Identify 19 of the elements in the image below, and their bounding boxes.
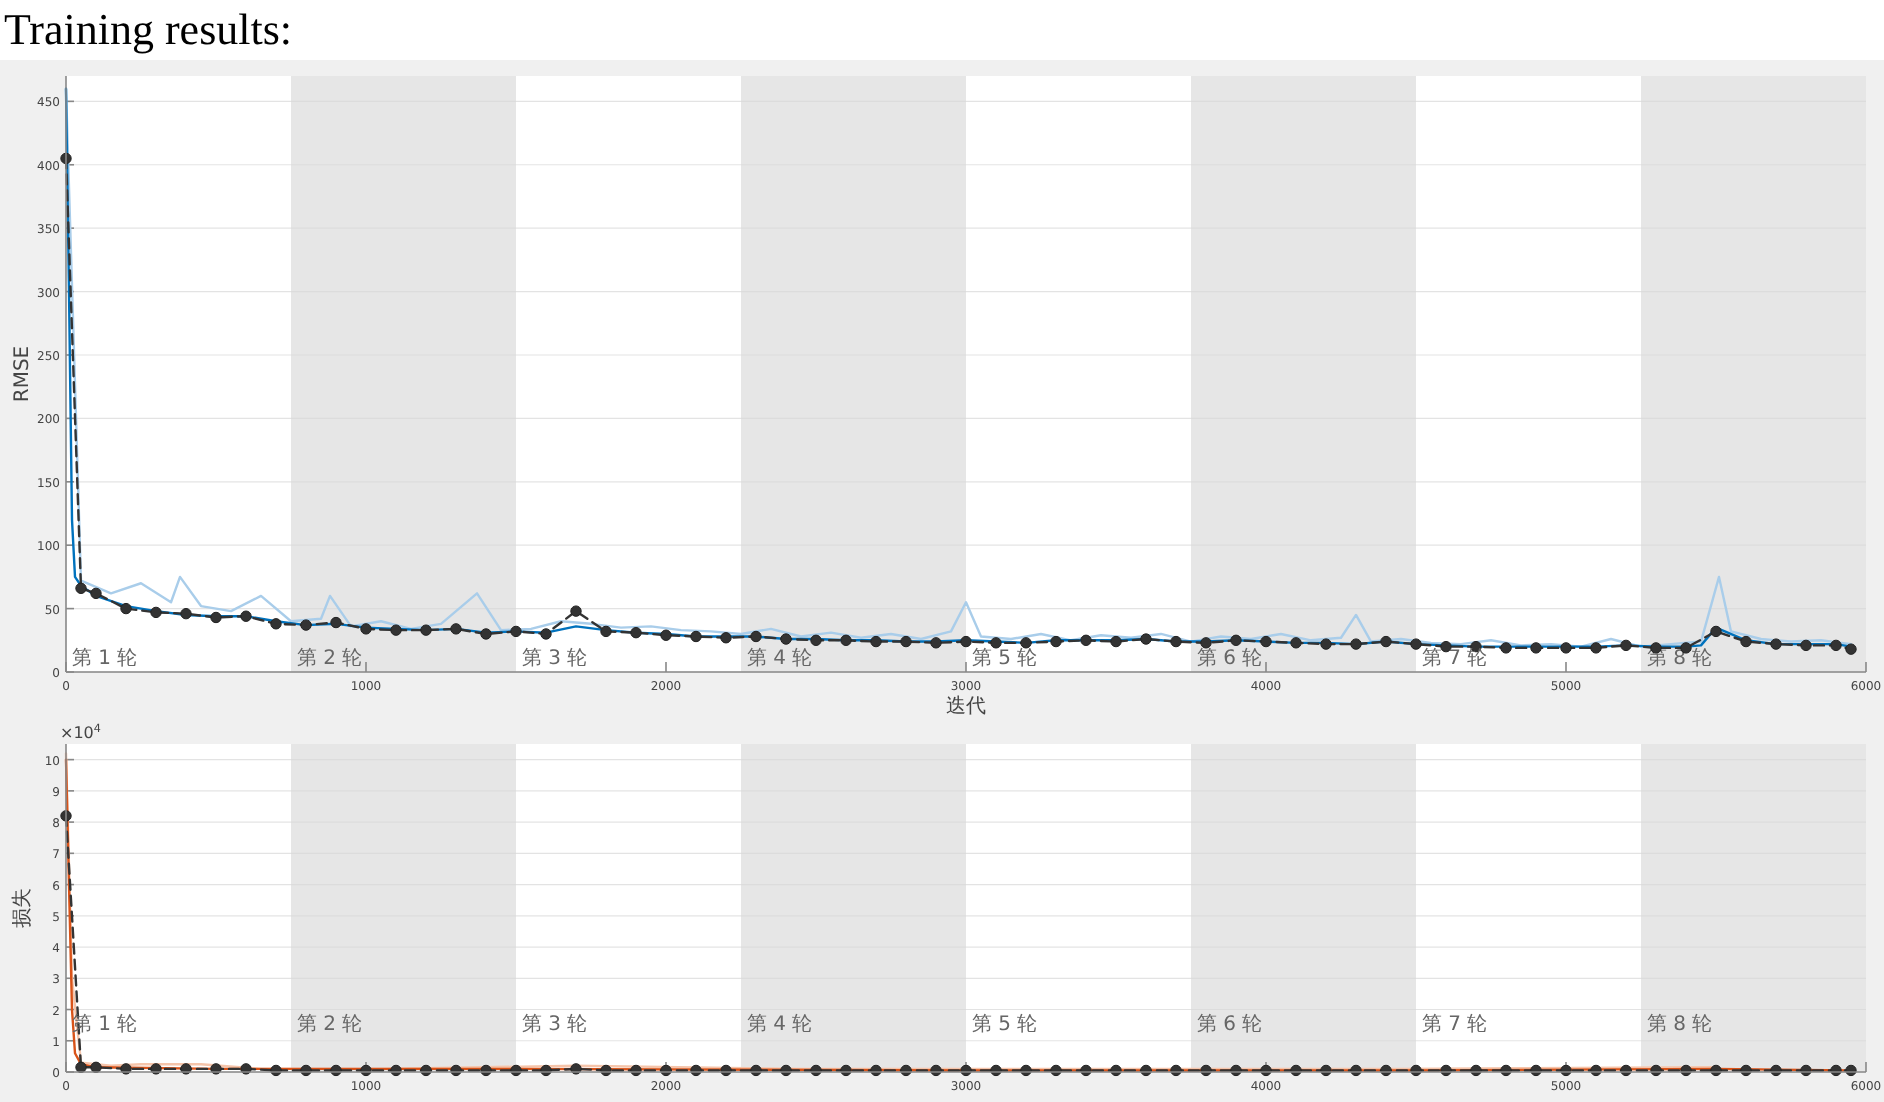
band-label: 第 2 轮	[297, 646, 363, 670]
annotation: 第 3 轮	[522, 646, 588, 670]
band-label: 第 4 轮	[747, 1012, 813, 1036]
annotation: 第 1 轮	[72, 646, 138, 670]
y-axis-title: RMSE	[12, 345, 34, 403]
band-label: 第 6 轮	[1197, 1012, 1263, 1036]
annotation: 第 7 轮	[1422, 1012, 1488, 1036]
chart-title: Training results:	[4, 4, 293, 54]
band-label: 第 8 轮	[1647, 1012, 1713, 1036]
x-axis-title: 迭代	[946, 694, 986, 718]
annotation: 第 5 轮	[972, 1012, 1038, 1036]
text: ×10$^{4}$	[60, 722, 102, 742]
y-axis-title: 损失	[10, 888, 34, 928]
band-label: 第 4 轮	[747, 646, 813, 670]
band-label: 第 2 轮	[297, 1012, 363, 1036]
annotation: 第 5 轮	[972, 646, 1038, 670]
annotation: 第 7 轮	[1422, 646, 1488, 670]
band-label: 第 6 轮	[1197, 646, 1263, 670]
annotation: 第 3 轮	[522, 1012, 588, 1036]
